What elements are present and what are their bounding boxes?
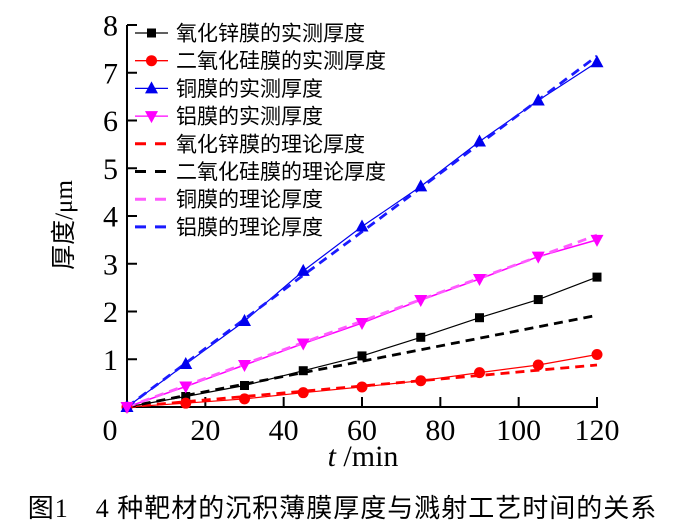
series-marker-zno-measured <box>240 381 249 391</box>
series-marker-sio2-measured <box>297 387 309 399</box>
series-marker-al-measured <box>238 359 251 372</box>
series-marker-cu-measured <box>590 55 604 68</box>
series-marker-al-measured <box>120 402 134 414</box>
x-axis-label: t /min <box>328 440 399 473</box>
x-tick-label: 120 <box>575 414 620 447</box>
series-marker-zno-measured <box>416 332 426 342</box>
legend-label-cu-theory: 铜膜的理论厚度 <box>176 188 323 212</box>
series-marker-cu-measured <box>414 179 428 192</box>
series-marker-al-measured <box>355 317 369 330</box>
series-marker-sio2-measured <box>180 397 192 409</box>
legend-label-cu-measured: 铜膜的实测厚度 <box>176 77 323 101</box>
y-tick-label: 8 <box>103 10 118 43</box>
series-marker-zno-measured <box>298 366 308 376</box>
legend-marker-zno-measured <box>147 28 156 38</box>
series-marker-zno-measured <box>592 272 602 282</box>
legend-marker-cu-measured <box>145 81 158 94</box>
y-tick-label: 1 <box>103 344 118 377</box>
series-marker-al-measured <box>296 338 310 351</box>
series-line-zno-theory <box>126 363 598 409</box>
legend-label-sio2-measured: 二氧化硅膜的实测厚度 <box>176 49 386 73</box>
x-tick-label: 0 <box>103 414 118 447</box>
figure-caption: 图1 4 种靶材的沉积薄膜厚度与溅射工艺时间的关系 <box>27 494 658 523</box>
x-tick-label: 60 <box>347 414 377 447</box>
y-tick-label: 4 <box>103 201 118 234</box>
legend-marker-sio2-measured <box>146 55 157 67</box>
series-marker-cu-measured <box>296 263 310 276</box>
series-marker-al-measured <box>179 381 193 394</box>
series-marker-cu-measured <box>531 93 545 106</box>
series-marker-sio2-measured <box>591 348 603 360</box>
y-tick-label: 6 <box>103 105 118 138</box>
series-marker-al-measured <box>414 295 428 308</box>
legend-label-sio2-theory: 二氧化硅膜的理论厚度 <box>176 160 386 184</box>
legend-marker-al-measured <box>145 111 158 124</box>
series-marker-al-measured <box>531 251 545 264</box>
y-tick-label: 7 <box>103 57 118 90</box>
legend-label-zno-theory: 氧化锌膜的理论厚度 <box>176 132 365 156</box>
y-tick-label: 2 <box>103 296 118 329</box>
series-marker-al-measured <box>590 234 604 247</box>
series-marker-sio2-measured <box>415 375 427 387</box>
x-tick-label: 40 <box>269 414 299 447</box>
series-marker-cu-measured <box>473 134 486 147</box>
series-marker-al-measured <box>473 274 486 287</box>
series-line-sio2-theory <box>126 313 598 409</box>
series-marker-zno-measured <box>181 391 191 401</box>
x-tick-label: 80 <box>425 414 455 447</box>
legend-label-zno-measured: 氧化锌膜的实测厚度 <box>176 22 365 46</box>
x-tick-label: 100 <box>496 414 541 447</box>
series-marker-sio2-measured <box>356 381 368 393</box>
series-marker-cu-measured <box>238 314 251 327</box>
x-tick-label: 20 <box>190 414 220 447</box>
series-marker-sio2-measured <box>474 367 485 379</box>
series-marker-sio2-measured <box>239 393 250 405</box>
legend-label-al-theory: 铝膜的理论厚度 <box>176 215 323 239</box>
series-marker-cu-measured <box>179 357 193 370</box>
series-line-al-theory <box>126 54 598 409</box>
series-marker-sio2-measured <box>532 359 544 371</box>
series-marker-zno-measured <box>357 351 367 361</box>
y-axis-label: 厚度/μm <box>50 180 78 270</box>
series-marker-zno-measured <box>475 313 484 323</box>
series-marker-cu-measured <box>355 219 369 232</box>
y-tick-label: 5 <box>103 153 118 186</box>
series-marker-zno-measured <box>533 295 543 305</box>
series-line-cu-theory <box>126 233 598 409</box>
legend-label-al-measured: 铝膜的实测厚度 <box>176 105 323 129</box>
y-tick-label: 3 <box>103 248 118 281</box>
